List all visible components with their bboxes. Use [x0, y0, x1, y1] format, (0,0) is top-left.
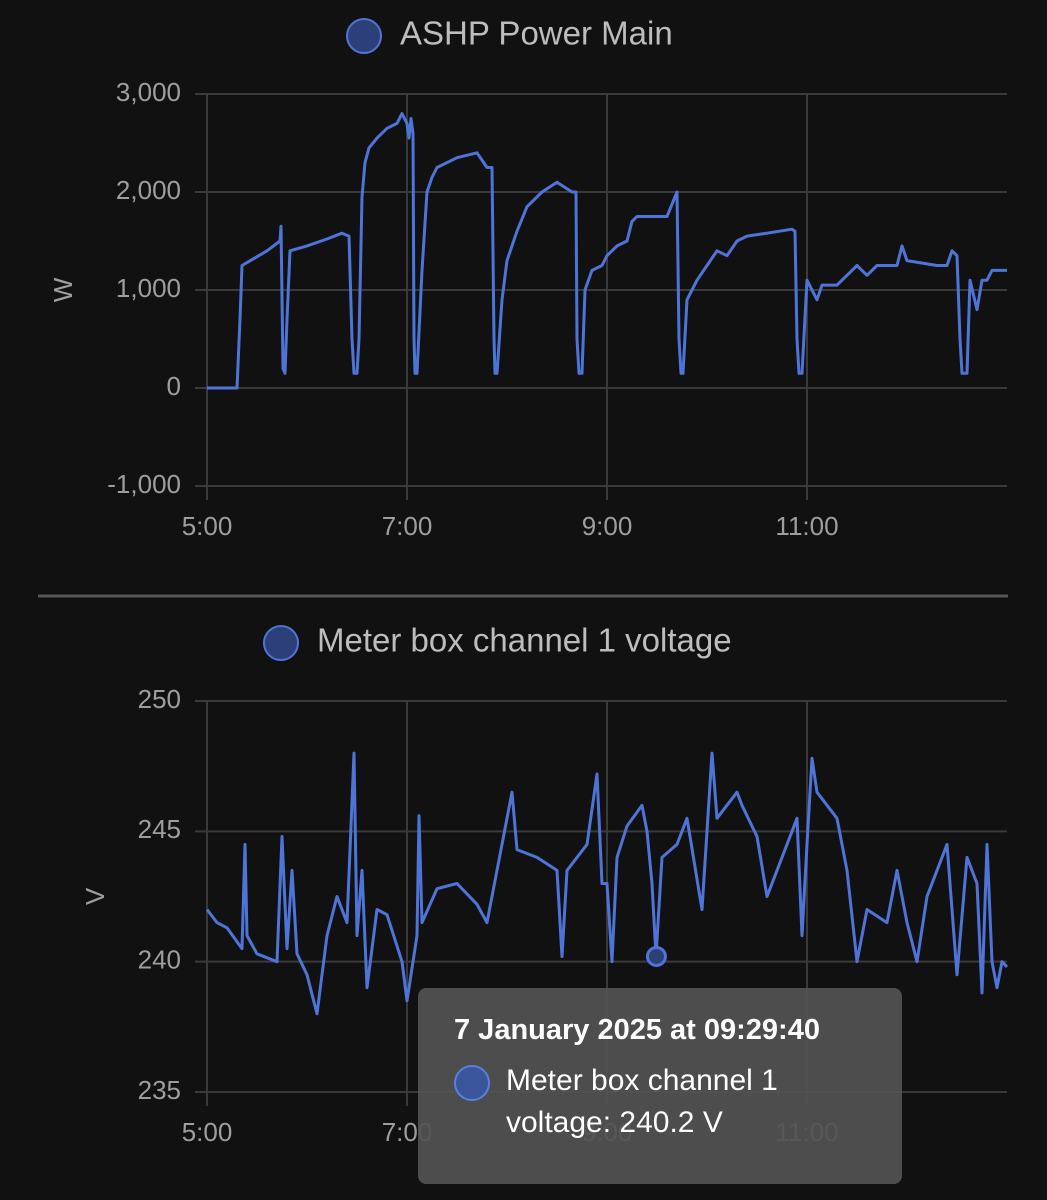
y-tick-label: 235 [138, 1075, 181, 1105]
y-tick-label: 3,000 [116, 77, 181, 107]
y-tick-label: 240 [138, 945, 181, 975]
tooltip-swatch [454, 1065, 490, 1101]
y-tick-label: 0 [167, 371, 181, 401]
y-axis-label: V [80, 887, 110, 905]
y-tick-label: 1,000 [116, 273, 181, 303]
series-line [207, 112, 1007, 390]
y-tick-label: 245 [138, 814, 181, 844]
legend-swatch [346, 18, 382, 54]
y-tick-label: -1,000 [107, 469, 181, 499]
tooltip-title: 7 January 2025 at 09:29:40 [454, 1014, 820, 1046]
x-tick-label: 11:00 [775, 511, 838, 541]
x-tick-label: 9:00 [582, 511, 633, 541]
x-tick-label: 5:00 [182, 511, 233, 541]
y-tick-label: 250 [138, 684, 181, 714]
x-tick-label: 5:00 [182, 1117, 233, 1147]
legend-label: ASHP Power Main [400, 15, 673, 52]
y-axis-label: W [48, 277, 78, 302]
tooltip-row: Meter box channel 1 voltage: 240.2 V [454, 1064, 866, 1144]
x-tick-label: 7:00 [382, 511, 433, 541]
y-tick-label: 2,000 [116, 175, 181, 205]
tooltip-point [645, 945, 667, 967]
legend-swatch [263, 625, 299, 661]
legend-label: Meter box channel 1 voltage [317, 622, 732, 659]
tooltip-text: Meter box channel 1 voltage: 240.2 V [506, 1064, 778, 1139]
series-line [205, 751, 1009, 1016]
tooltip: 7 January 2025 at 09:29:40 Meter box cha… [418, 988, 902, 1184]
